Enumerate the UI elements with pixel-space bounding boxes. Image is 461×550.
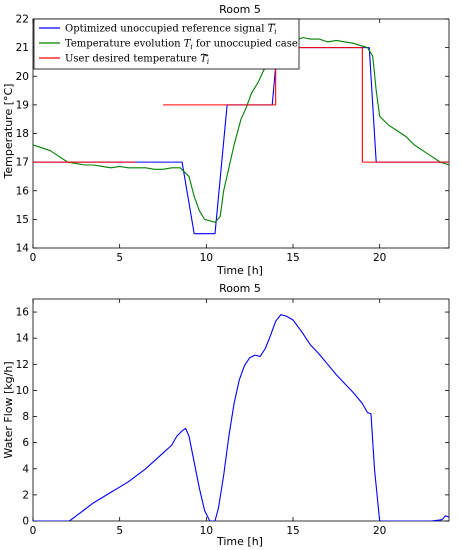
temperature-chart: Room 5 Temperature [°C] Time [h] 0 5 10 15 2…	[2, 3, 450, 277]
legend-entry-1: Temperature evolution Ti for unoccupied …	[65, 39, 298, 52]
x-tick-label: 20	[373, 252, 386, 264]
y-tick-label: 4	[22, 463, 29, 475]
legend-entry-symbol: T	[268, 24, 276, 35]
x-tick-label: 0	[30, 525, 37, 537]
legend-entry-text: Temperature evolution	[65, 39, 184, 50]
series-line-0	[33, 314, 449, 521]
y-tick-label: 0	[22, 516, 29, 528]
legend-tilde-accent	[200, 53, 209, 57]
x-tick-label: 10	[200, 525, 213, 537]
temperature-chart-xlabel: Time [h]	[216, 264, 263, 277]
legend-entry-text: Optimized unoccupied reference signal	[65, 24, 268, 35]
y-tick-label: 2	[22, 489, 29, 501]
series-line-0	[33, 47, 449, 235]
legend-entry-2: User desired temperature Ti	[65, 54, 209, 67]
y-tick-label: 16	[16, 185, 30, 197]
temperature-chart-ylabel: Temperature [°C]	[2, 84, 15, 180]
x-tick-label: 0	[30, 252, 37, 264]
y-tick-label: 22	[16, 14, 29, 26]
waterflow-chart-ylabel: Water Flow [kg/h]	[2, 361, 15, 458]
y-tick-label: 14	[16, 243, 30, 255]
legend-entry-symbol: T	[200, 54, 208, 65]
legend-entry-subscript: i	[190, 43, 192, 51]
waterflow-chart: Room 5 Water Flow [kg/h] Time [h] 0 5 10 15…	[2, 282, 450, 548]
x-tick-label: 5	[116, 252, 123, 264]
waterflow-plot-area: 0 5 10 15 20 0 2 4 6 8 10 12 14 16	[16, 298, 450, 537]
x-tick-label: 5	[116, 525, 123, 537]
plot-frame	[32, 298, 450, 522]
temperature-legend: Optimized unoccupied reference signal Ti…	[33, 18, 300, 70]
y-tick-label: 20	[16, 71, 29, 83]
legend-entry-symbol: T	[184, 39, 192, 50]
legend-entry-tail: for unoccupied case	[193, 39, 298, 50]
legend-entry-subscript: i	[274, 28, 276, 36]
y-tick-label: 8	[22, 411, 29, 423]
legend-entry-subscript: i	[207, 58, 209, 66]
y-tick-label: 6	[22, 437, 29, 449]
x-tick-label: 20	[373, 525, 386, 537]
y-tick-label: 16	[16, 307, 30, 319]
temperature-chart-title: Room 5	[219, 3, 261, 16]
y-tick-label: 18	[16, 128, 29, 140]
y-tick-label: 15	[16, 214, 29, 226]
legend-box	[33, 18, 300, 70]
waterflow-chart-title: Room 5	[219, 282, 261, 295]
x-tick-label: 10	[200, 252, 213, 264]
x-tick-label: 15	[286, 525, 299, 537]
y-tick-label: 21	[16, 42, 29, 54]
x-tick-label: 15	[286, 252, 299, 264]
y-tick-label: 10	[16, 385, 29, 397]
series-line-1	[33, 37, 449, 223]
legend-entry-text: User desired temperature	[65, 54, 200, 65]
y-tick-label: 19	[16, 99, 29, 111]
y-tick-label: 12	[16, 359, 29, 371]
legend-entry-0: Optimized unoccupied reference signal Ti	[65, 24, 277, 37]
y-tick-label: 14	[16, 333, 30, 345]
y-tick-label: 17	[16, 157, 29, 169]
waterflow-chart-xlabel: Time [h]	[216, 535, 263, 548]
